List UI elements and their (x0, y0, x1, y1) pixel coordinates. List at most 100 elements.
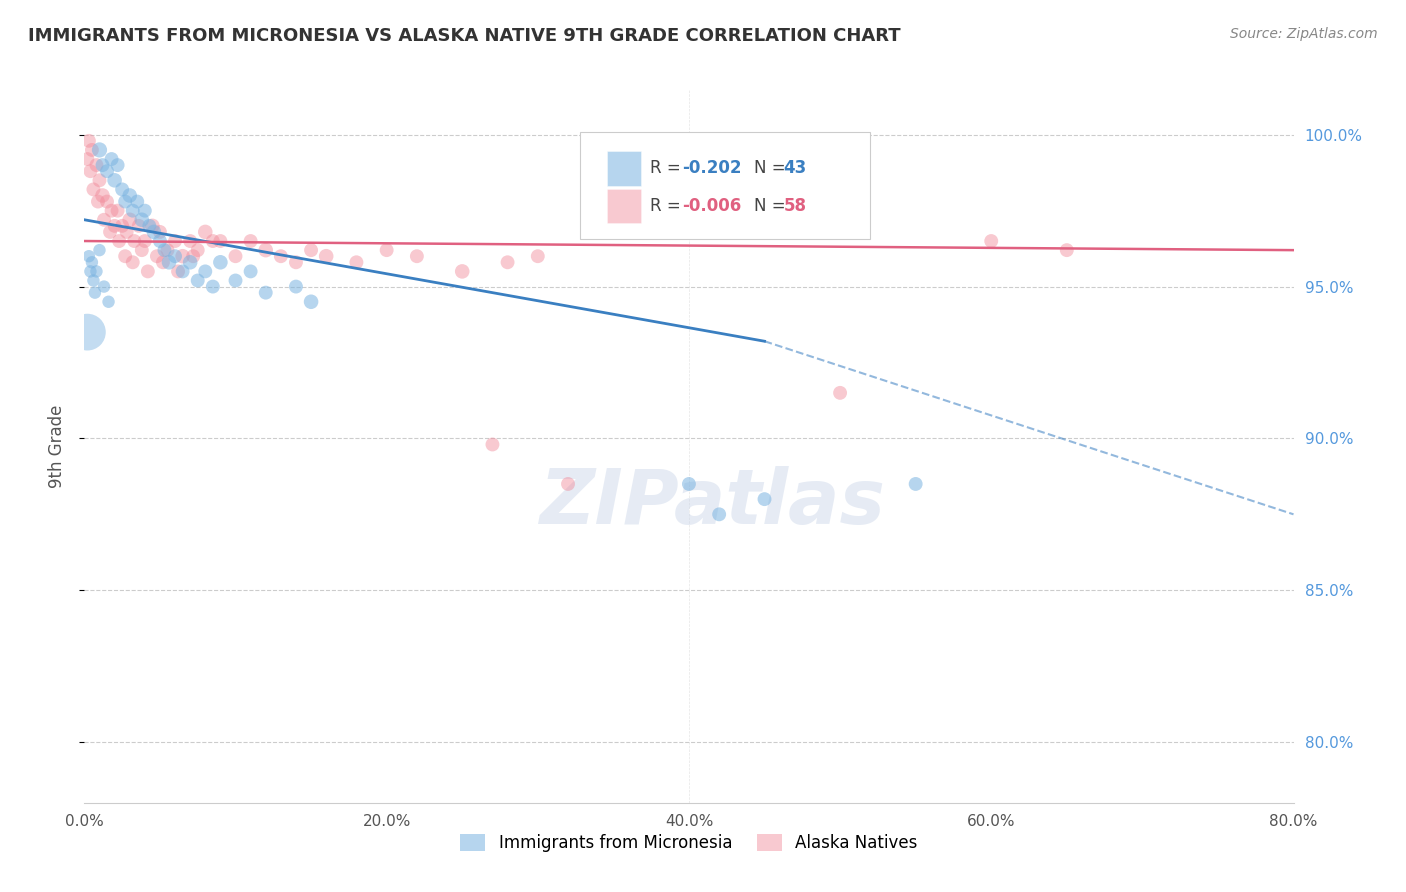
Text: -0.006: -0.006 (682, 197, 741, 215)
Text: IMMIGRANTS FROM MICRONESIA VS ALASKA NATIVE 9TH GRADE CORRELATION CHART: IMMIGRANTS FROM MICRONESIA VS ALASKA NAT… (28, 27, 901, 45)
Point (142, 225, 165, 239)
Point (108, 234, 131, 248)
Point (496, 255, 519, 269)
Point (86, 158, 108, 172)
Text: ZIPatlas: ZIPatlas (540, 467, 886, 540)
Point (131, 243, 153, 257)
Point (98, 225, 121, 239)
Point (239, 264, 262, 278)
FancyBboxPatch shape (581, 132, 870, 239)
Point (100, 203, 122, 218)
Point (114, 194, 136, 209)
Point (115, 225, 138, 239)
Point (481, 437, 503, 451)
Point (299, 243, 322, 257)
Point (87, 194, 110, 209)
Point (194, 264, 217, 278)
Legend: Immigrants from Micronesia, Alaska Natives: Immigrants from Micronesia, Alaska Nativ… (454, 827, 924, 859)
Point (157, 255, 180, 269)
Point (134, 234, 156, 248)
Point (128, 219, 150, 233)
Point (194, 225, 217, 239)
Point (1056, 243, 1078, 257)
Point (830, 385, 852, 400)
Point (77, 249, 100, 263)
FancyBboxPatch shape (607, 189, 641, 223)
Point (96, 194, 118, 209)
Point (179, 234, 201, 248)
Point (97, 294, 120, 309)
Point (122, 234, 145, 248)
Point (121, 255, 143, 269)
Point (93, 212, 115, 227)
Point (82, 182, 104, 196)
Point (127, 194, 149, 209)
Point (96, 164, 118, 178)
Point (346, 255, 368, 269)
Point (315, 249, 337, 263)
Point (201, 234, 224, 248)
Point (709, 508, 731, 522)
Point (152, 255, 174, 269)
Text: 58: 58 (783, 197, 806, 215)
Point (121, 203, 143, 218)
Point (904, 477, 927, 491)
Point (118, 212, 141, 227)
Point (76, 325, 98, 339)
Point (86, 264, 108, 278)
Point (149, 225, 172, 239)
Point (79, 264, 101, 278)
Point (138, 219, 160, 233)
Text: R =: R = (650, 197, 686, 215)
Point (91, 158, 114, 172)
Point (114, 249, 136, 263)
Point (187, 243, 209, 257)
Text: R =: R = (650, 160, 686, 178)
Point (77, 134, 100, 148)
Point (299, 294, 322, 309)
Point (270, 249, 292, 263)
Point (754, 492, 776, 507)
Point (451, 264, 474, 278)
Y-axis label: 9th Grade: 9th Grade (48, 404, 66, 488)
Point (141, 219, 163, 233)
Point (254, 243, 277, 257)
Point (136, 264, 159, 278)
Text: N =: N = (754, 160, 792, 178)
Point (980, 234, 1002, 248)
Point (254, 285, 277, 300)
Point (239, 234, 262, 248)
Point (89, 173, 111, 187)
Point (107, 158, 129, 172)
Point (104, 173, 127, 187)
Point (153, 243, 176, 257)
Point (209, 255, 232, 269)
Point (557, 477, 579, 491)
Point (93, 279, 115, 293)
Point (146, 249, 169, 263)
Point (201, 279, 224, 293)
Point (80, 255, 103, 269)
Point (84, 285, 107, 300)
Point (179, 255, 201, 269)
Point (118, 188, 141, 202)
Point (172, 249, 194, 263)
Point (107, 203, 129, 218)
Point (111, 182, 134, 196)
Point (89, 243, 111, 257)
Point (89, 143, 111, 157)
Point (80, 143, 103, 157)
Text: N =: N = (754, 197, 792, 215)
Point (406, 249, 429, 263)
Text: Source: ZipAtlas.com: Source: ZipAtlas.com (1230, 27, 1378, 41)
Point (165, 234, 187, 248)
Point (285, 255, 308, 269)
Point (209, 234, 232, 248)
Point (375, 243, 398, 257)
Point (156, 243, 179, 257)
Point (187, 273, 209, 287)
Point (167, 264, 190, 278)
Point (131, 212, 153, 227)
Point (181, 249, 204, 263)
Text: -0.202: -0.202 (682, 160, 741, 178)
